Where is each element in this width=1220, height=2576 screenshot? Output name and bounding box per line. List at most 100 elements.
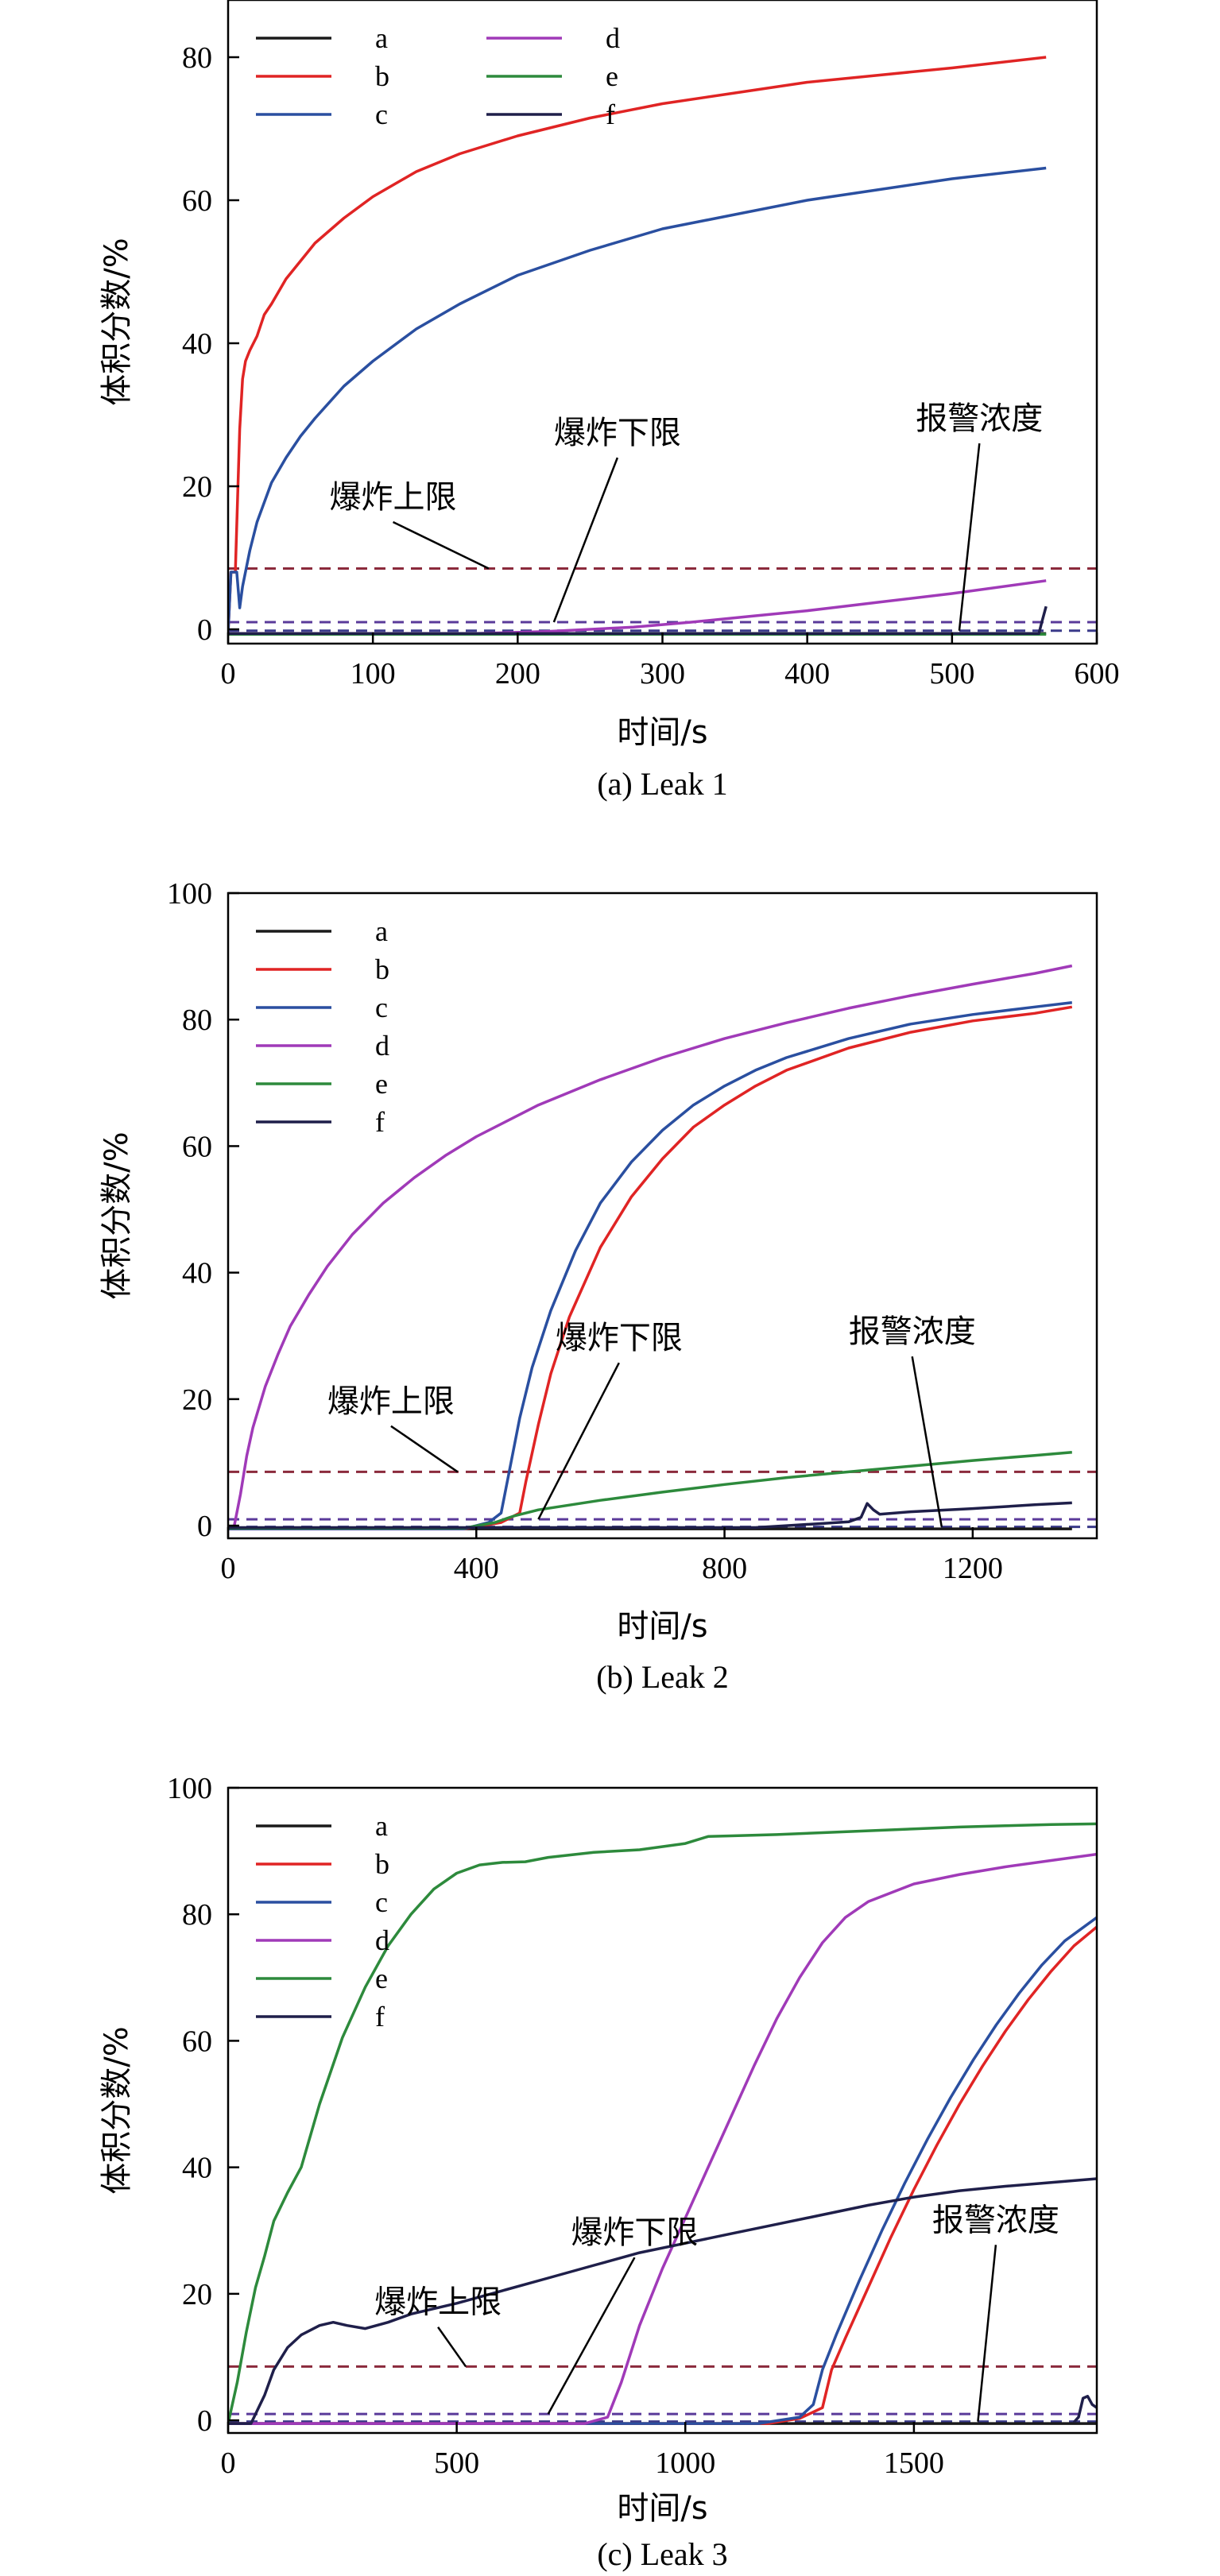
x-tick-label: 400 [454,1552,499,1585]
x-tick-label: 300 [640,657,685,690]
y-tick-label: 40 [182,1257,212,1290]
x-tick-label: 500 [929,657,974,690]
panel-caption: (b) Leak 2 [596,1659,729,1695]
legend-label-c: c [375,99,388,130]
x-tick-label: 0 [221,657,236,690]
legend-label-e: e [375,1068,388,1100]
plot-area [228,1822,1097,2425]
legend-label-f: f [375,1106,385,1138]
y-tick-label: 100 [167,877,212,911]
series-line-b [228,1005,1073,1530]
chart-panel-b: 0 400 800 1200 0 20 40 60 80 100 时间/s 体积分数/% (b) Lea… [99,877,1098,1695]
legend-label-b: b [375,1848,389,1880]
series-line-c [228,1916,1097,2425]
plot-area [228,964,1073,1530]
y-axis-label: 体积分数/% [99,2026,135,2194]
x-tick-label: 0 [221,2446,236,2480]
x-tick-label: 400 [784,657,830,690]
series-line-e [228,1822,1097,2424]
x-tick-label: 0 [221,1552,236,1585]
y-tick-label: 60 [182,1130,212,1163]
y-tick-label: 80 [182,1004,212,1037]
y-tick-label: 0 [197,613,212,647]
plot-area [228,56,1048,636]
legend-label-f: f [375,2001,385,2033]
x-axis-label: 时间/s [617,714,707,751]
annotation-label: 爆炸上限 [327,1383,455,1420]
x-axis-label: 时间/s [617,2490,707,2527]
y-tick-label: 80 [182,1898,212,1932]
series-line-c [228,1000,1073,1530]
annotation-leader [977,2245,997,2422]
y-axis-label: 体积分数/% [99,1131,135,1299]
series-line-f [228,1501,1072,1530]
series-line-f [228,2177,1097,2425]
annotation-label: 爆炸下限 [556,1320,683,1356]
legend-label-d: d [606,22,620,54]
y-tick-label: 100 [167,1772,212,1805]
plot-frame [227,892,1098,1540]
x-tick-label: 1500 [884,2446,944,2480]
series-line-d [228,964,1073,1530]
y-axis-label: 体积分数/% [99,238,135,405]
legend-label-a: a [375,915,388,947]
series-line-d [228,1852,1097,2425]
series-line-extra [1072,2395,1097,2423]
legend-label-b: b [375,953,389,985]
series-line-f [228,605,1048,636]
annotation-leader [392,520,490,570]
legend-label-f: f [606,99,615,130]
series-line-c [228,166,1047,633]
legend-label-c: c [375,992,388,1023]
legend-label-c: c [375,1886,388,1918]
legend-label-e: e [375,1963,388,1994]
annotation-label: 爆炸下限 [571,2214,698,2251]
annotation-label: 报警浓度 [916,400,1043,437]
y-tick-label: 60 [182,184,212,218]
y-tick-label: 40 [182,2152,212,2185]
legend-label-a: a [375,22,388,54]
chart-panel-c: 0 500 1000 1500 0 20 40 60 80 100 时间/s 体积分数/% (c) Le… [99,1772,1098,2572]
y-tick-label: 80 [182,41,212,75]
legend: abc def [256,22,620,130]
annotation-label: 爆炸下限 [554,415,681,451]
plot-frame [227,1786,1098,2435]
annotation-label: 爆炸上限 [374,2284,502,2321]
x-tick-label: 500 [434,2446,479,2480]
series-line-b [228,1925,1097,2425]
chart-panel-a: 0 100 200 300 400 500 600 0 20 40 60 80 时间/s 体积分数/% (a… [99,0,1120,802]
y-tick-label: 20 [182,1383,212,1417]
legend-label-e: e [606,60,618,92]
annotation-label: 爆炸上限 [330,479,457,516]
annotation-leader [547,2257,636,2415]
y-tick-label: 20 [182,470,212,504]
annotation-leader [958,443,981,631]
y-tick-label: 0 [197,2404,212,2438]
y-tick-label: 20 [182,2278,212,2311]
x-tick-label: 100 [351,657,396,690]
x-axis-label: 时间/s [617,1608,707,1645]
annotation-leader [552,457,619,623]
x-tick-label: 1000 [655,2446,715,2480]
series-line-b [228,56,1047,633]
y-tick-label: 40 [182,327,212,361]
annotation-leader [537,1362,620,1520]
annotation-leader [437,2327,467,2368]
series-line-e [228,1450,1072,1530]
panel-caption: (a) Leak 1 [597,766,727,802]
x-tick-label: 1200 [943,1552,1003,1585]
legend-label-d: d [375,1030,389,1062]
plot-frame [227,0,1098,645]
annotation-leader [911,1356,943,1527]
panel-caption: (c) Leak 3 [597,2536,727,2572]
y-tick-label: 60 [182,2025,212,2058]
legend-label-b: b [375,60,389,92]
series-line-d [228,579,1047,636]
x-tick-label: 200 [495,657,540,690]
annotation-label: 报警浓度 [849,1313,976,1350]
annotation-leader [390,1425,459,1473]
y-tick-label: 0 [197,1510,212,1543]
